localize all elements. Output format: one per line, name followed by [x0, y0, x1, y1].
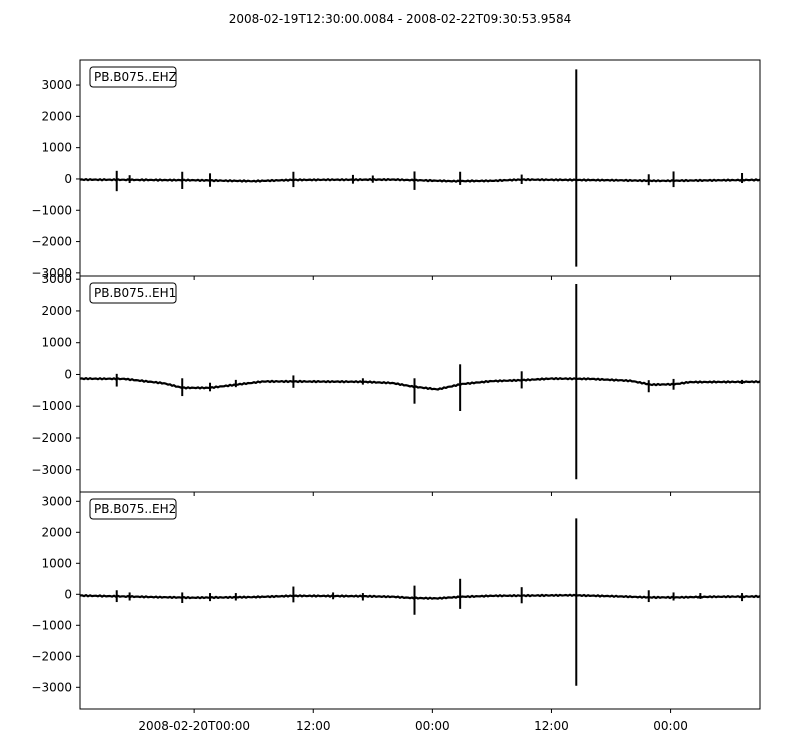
- trace-baseline: [79, 377, 761, 391]
- y-tick-label: −2000: [31, 649, 72, 663]
- y-tick-label: 2000: [41, 304, 72, 318]
- y-tick-label: 2000: [41, 109, 72, 123]
- axes-frame: [79, 491, 761, 710]
- y-tick-label: −1000: [31, 618, 72, 632]
- station-label: PB.B075..EH1: [94, 286, 176, 300]
- y-tick-label: 1000: [41, 141, 72, 155]
- y-tick-label: 1000: [41, 336, 72, 350]
- panel-eh1: −3000 −2000 −1000 0 1000 2000 3000 PB.B075..EH1: [31, 272, 761, 496]
- y-tick-label: 3000: [41, 272, 72, 286]
- x-tick-label: 00:00: [653, 719, 688, 733]
- legend: PB.B075..EHZ: [89, 66, 177, 88]
- figure-title: 2008-02-19T12:30:00.0084 - 2008-02-22T09…: [228, 12, 572, 26]
- x-tick-label: 12:00: [534, 719, 569, 733]
- legend: PB.B075..EH2: [89, 498, 177, 520]
- axes-frame: [79, 59, 761, 277]
- panel-ehz: −3000 −2000 −1000 0 1000 2000 3000 PB.B075..EHZ: [31, 59, 761, 280]
- y-tick-label: −3000: [31, 463, 72, 477]
- x-tick-label: 2008-02-20T00:00: [138, 719, 250, 733]
- y-tick-label: 3000: [41, 78, 72, 92]
- y-tick-label: 0: [64, 587, 72, 601]
- y-tick-label: −1000: [31, 399, 72, 413]
- station-label: PB.B075..EHZ: [94, 70, 177, 84]
- y-tick-label: 2000: [41, 525, 72, 539]
- y-tick-label: 1000: [41, 556, 72, 570]
- legend: PB.B075..EH1: [89, 282, 177, 304]
- y-tick-label: 0: [64, 367, 72, 381]
- legend-box: [89, 498, 177, 520]
- x-tick-label: 12:00: [296, 719, 331, 733]
- legend-box: [89, 66, 177, 88]
- legend-box: [89, 282, 177, 304]
- station-label: PB.B075..EH2: [94, 502, 176, 516]
- y-tick-label: 3000: [41, 494, 72, 508]
- y-tick-label: −3000: [31, 680, 72, 694]
- x-tick-label: 00:00: [415, 719, 450, 733]
- y-tick-label: −3000: [31, 266, 72, 280]
- y-tick-label: −2000: [31, 431, 72, 445]
- trace-baseline: [79, 593, 761, 600]
- y-tick-label: −2000: [31, 235, 72, 249]
- y-tick-label: −1000: [31, 203, 72, 217]
- x-axis: 2008-02-20T00:00 12:00 00:00 12:00 00:00: [138, 719, 688, 733]
- y-tick-label: 0: [64, 172, 72, 186]
- panel-eh2: −3000 −2000 −1000 0 1000 2000 3000 PB.B075..EH2: [31, 491, 761, 713]
- trace-baseline: [79, 178, 761, 183]
